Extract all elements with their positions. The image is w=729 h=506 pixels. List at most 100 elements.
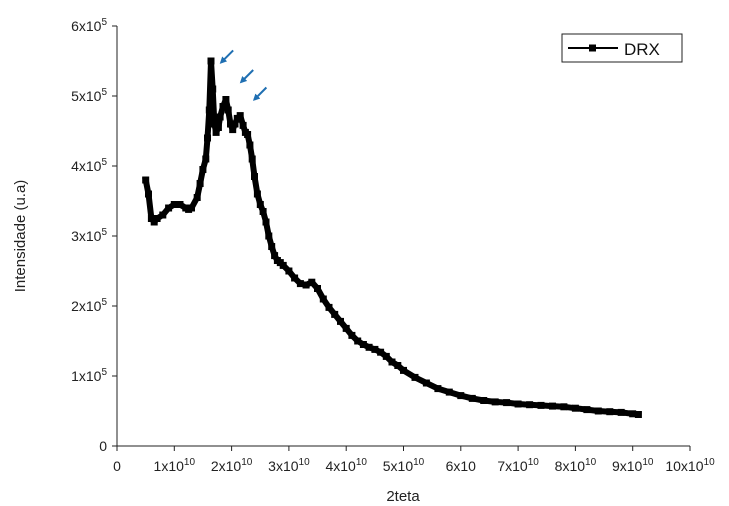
data-point [291, 274, 299, 282]
data-point [382, 352, 390, 360]
data-point [445, 388, 453, 396]
data-point [253, 190, 261, 198]
y-ticks: 0 1x105 2x105 3x105 4x105 5x105 6x105 [71, 17, 117, 454]
data-point [457, 392, 465, 400]
data-point [153, 215, 161, 222]
data-point [159, 211, 167, 219]
data-point [491, 398, 499, 406]
y-tick-label: 0 [99, 438, 107, 454]
data-point [583, 406, 591, 414]
data-point [308, 278, 316, 286]
data-point [236, 112, 244, 120]
data-point [359, 341, 367, 348]
legend-marker [589, 44, 596, 52]
data-point [188, 204, 195, 212]
data-point [268, 243, 276, 250]
data-point [331, 310, 339, 318]
data-point [209, 85, 217, 93]
data-point [348, 331, 356, 339]
data-point [259, 208, 267, 215]
axes [116, 26, 690, 447]
data-point [319, 295, 327, 303]
data-point [256, 201, 264, 208]
x-tick-label: 9x1010 [612, 457, 654, 474]
data-point [549, 402, 556, 410]
data-point [231, 120, 239, 128]
data-point [248, 155, 256, 163]
data-point [296, 280, 304, 288]
peak-arrow [239, 69, 254, 84]
data-point [400, 366, 407, 374]
data-point [265, 232, 273, 240]
x-tick-label: 7x1010 [497, 457, 539, 474]
x-tick-label: 5x1010 [383, 457, 425, 474]
data-point [227, 120, 234, 128]
data-point [207, 57, 215, 65]
data-point [285, 267, 293, 275]
data-point [196, 180, 204, 187]
y-tick-label: 1x105 [71, 367, 107, 384]
data-point [145, 190, 152, 198]
data-point [170, 201, 178, 208]
data-point [202, 155, 210, 163]
data-point [271, 252, 279, 260]
data-point [262, 218, 270, 226]
data-point [560, 403, 568, 411]
data-point [214, 124, 222, 131]
data-point [205, 106, 213, 114]
data-point [617, 408, 625, 416]
peak-arrow [219, 49, 234, 64]
data-point [342, 324, 350, 332]
data-point [251, 173, 258, 180]
data-point [216, 113, 224, 121]
data-point [371, 345, 379, 353]
data-point [279, 261, 287, 269]
data-point [246, 141, 254, 149]
data-point [434, 385, 442, 393]
data-point [594, 407, 602, 415]
x-tick-label: 3x1010 [268, 457, 310, 474]
data-point [222, 96, 230, 103]
series-layer [142, 57, 642, 418]
data-point [302, 281, 310, 289]
data-point [193, 194, 201, 201]
data-point [210, 120, 218, 128]
data-point [480, 397, 488, 404]
data-point [337, 317, 344, 325]
data-point [212, 128, 220, 136]
legend: DRX [561, 33, 683, 63]
data-point [142, 176, 150, 184]
x-tick-label: 0 [113, 458, 121, 474]
y-tick-label: 5x105 [71, 87, 107, 104]
y-tick-label: 2x105 [71, 297, 107, 314]
peak-arrow [252, 86, 268, 101]
data-point [629, 410, 637, 418]
data-point [537, 401, 545, 409]
data-point [354, 337, 362, 345]
data-point [165, 204, 173, 212]
data-point [325, 303, 333, 311]
x-tick-label: 6x10 [446, 458, 477, 474]
data-point [239, 121, 247, 129]
x-tick-label: 4x1010 [325, 457, 367, 474]
data-point [634, 411, 642, 418]
data-point [377, 348, 385, 356]
data-point [204, 134, 211, 142]
data-point [514, 400, 522, 408]
y-axis-title: Intensidade (u.a) [12, 180, 29, 293]
data-point [468, 394, 476, 402]
y-tick-label: 4x105 [71, 157, 107, 174]
data-point [229, 126, 237, 134]
data-point [388, 358, 396, 366]
data-point [224, 106, 232, 114]
y-tick-label: 3x105 [71, 227, 107, 244]
data-point [394, 362, 402, 369]
x-tick-label: 8x1010 [555, 457, 597, 474]
x-tick-label: 2x1010 [211, 457, 253, 474]
data-point [503, 399, 511, 407]
x-axis-title: 2teta [386, 488, 420, 505]
data-point [176, 201, 184, 208]
data-point [411, 373, 419, 381]
data-point [199, 166, 207, 173]
data-point [526, 401, 534, 409]
